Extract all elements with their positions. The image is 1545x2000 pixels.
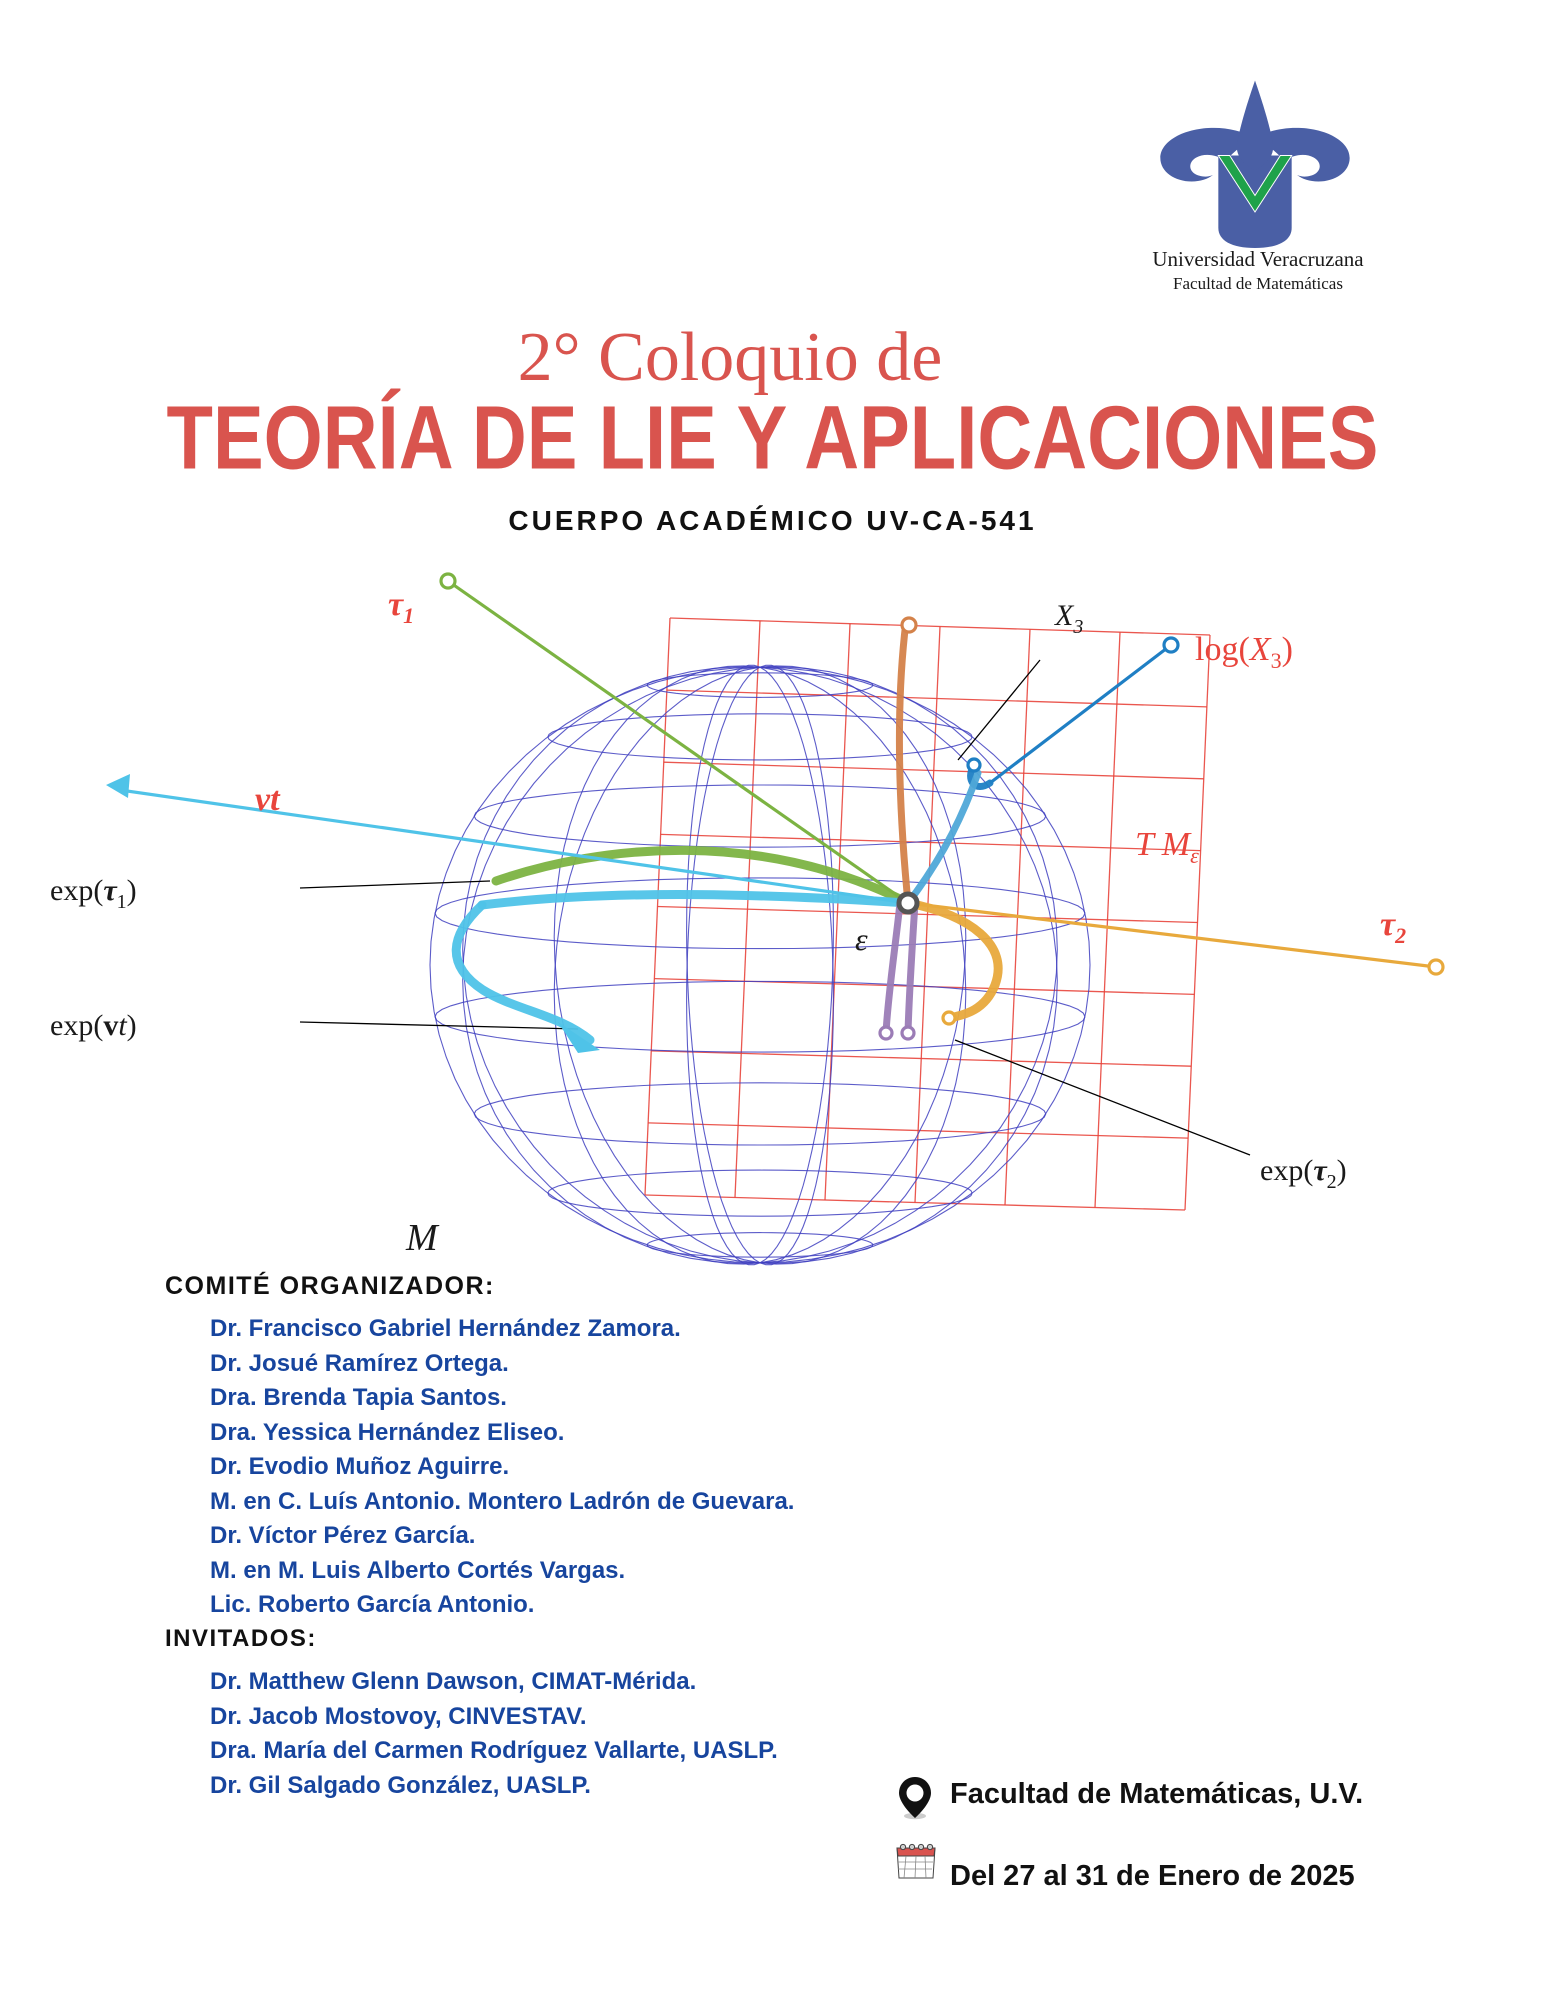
svg-text:τ1: τ1 — [388, 586, 414, 628]
svg-text:τ2: τ2 — [1380, 906, 1406, 948]
svg-text:vt: vt — [255, 781, 281, 818]
svg-text:log(X3): log(X3) — [1195, 631, 1293, 673]
svg-text:exp(τ1): exp(τ1) — [50, 874, 137, 913]
svg-text:exp(vt): exp(vt) — [50, 1009, 137, 1042]
svg-text:M: M — [405, 1217, 440, 1259]
svg-text:X3: X3 — [1054, 599, 1083, 638]
svg-text:ε: ε — [855, 921, 868, 957]
svg-text:exp(τ2): exp(τ2) — [1260, 1154, 1347, 1193]
svg-text:T Mε: T Mε — [1135, 826, 1199, 868]
